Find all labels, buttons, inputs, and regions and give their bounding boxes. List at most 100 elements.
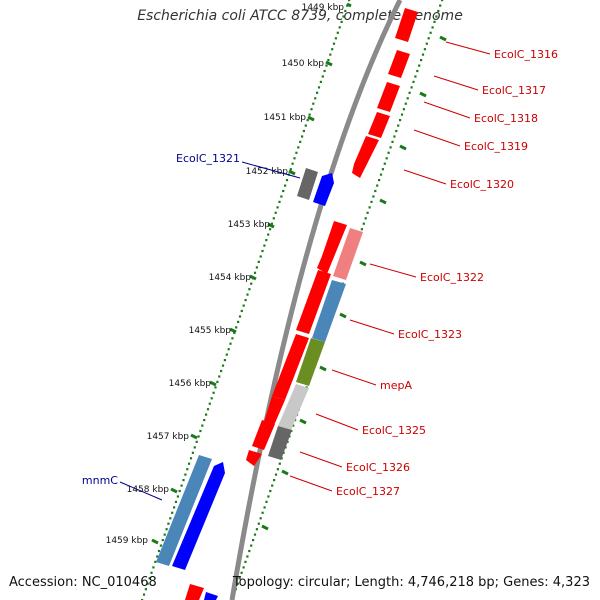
- ring-dot: [221, 364, 225, 367]
- gene-ecolc-1319[interactable]: [368, 112, 390, 138]
- gene-ecolc-1323[interactable]: [312, 280, 346, 342]
- gene-ecolc-1322[interactable]: [333, 228, 363, 280]
- gene-ecolc-1320[interactable]: [352, 136, 379, 178]
- ring-dot: [376, 184, 379, 187]
- ring-dot: [327, 59, 330, 62]
- gene-left-red-4[interactable]: [264, 396, 285, 430]
- tick-label: 1452 kbp: [246, 167, 289, 177]
- ring-dot: [259, 517, 262, 520]
- ring-dot: [342, 15, 345, 18]
- gene-ecolc-1317[interactable]: [388, 50, 410, 78]
- ring-dot: [278, 462, 281, 465]
- gene-label[interactable]: EcolC_1318: [474, 112, 538, 125]
- gene-label[interactable]: EcolC_1326: [346, 461, 410, 474]
- tick-label: 1454 kbp: [209, 273, 252, 283]
- ring-dot: [312, 102, 315, 105]
- leader-lines-forward: [119, 161, 301, 501]
- ring-dot: [235, 326, 238, 329]
- ring-dot: [231, 337, 234, 340]
- ring-dot: [267, 495, 270, 498]
- gene-ecolc-1326[interactable]: [268, 426, 292, 460]
- ring-dot: [366, 211, 369, 214]
- ring-dot: [182, 479, 185, 482]
- ring-dot: [348, 0, 351, 2]
- ring-dot: [302, 129, 305, 133]
- ring-dot: [201, 424, 204, 427]
- ring-dot: [284, 184, 287, 187]
- gene-mnmc[interactable]: [172, 462, 225, 570]
- ring-dot: [289, 168, 292, 171]
- ring-dot: [427, 37, 430, 40]
- ring-dot: [274, 211, 277, 214]
- gene-label[interactable]: EcolC_1317: [482, 84, 546, 97]
- ring-dot: [244, 560, 247, 563]
- ring-dot: [276, 206, 279, 209]
- gene-ecolc-1316[interactable]: [395, 8, 418, 42]
- ring-dot: [178, 489, 181, 493]
- map-title: Escherichia coli ATCC 8739, complete gen…: [137, 8, 463, 24]
- gene-label[interactable]: EcolC_1323: [398, 328, 462, 341]
- ring-dot: [208, 402, 211, 405]
- ring-dot: [374, 189, 377, 193]
- ring-dot: [156, 555, 159, 558]
- ring-dot: [425, 42, 428, 45]
- ring-dot: [400, 113, 404, 116]
- gene-label[interactable]: EcolC_1325: [362, 424, 426, 437]
- gene-label[interactable]: EcolC_1320: [450, 178, 514, 191]
- tick-label: 1459 kbp: [106, 536, 149, 546]
- ring-dot: [146, 582, 149, 585]
- ring-dot: [332, 42, 336, 45]
- gene-mnmc-steel[interactable]: [156, 455, 212, 566]
- ring-dot: [244, 299, 247, 302]
- ring-dot: [381, 168, 384, 171]
- tick-label: 1449 kbp: [302, 3, 345, 13]
- gene-label[interactable]: EcolC_1327: [336, 485, 400, 498]
- ring-dot: [237, 320, 240, 323]
- gene-bottom-blue[interactable]: [204, 592, 218, 600]
- ring-dot: [423, 48, 426, 51]
- ring-dot: [163, 533, 166, 536]
- ring-dot: [253, 271, 257, 274]
- ring-dot: [379, 173, 383, 176]
- gene-ecolc-1321[interactable]: [313, 173, 334, 206]
- ring-dot: [321, 75, 324, 78]
- gene-left-red-5[interactable]: [252, 420, 275, 450]
- ring-dot: [310, 108, 313, 111]
- ring-dot: [297, 146, 300, 149]
- gene-left-red-3[interactable]: [272, 334, 309, 400]
- gene-ecolc-1318[interactable]: [377, 82, 400, 112]
- gene-label[interactable]: mepA: [380, 379, 412, 392]
- ring-dot: [282, 189, 285, 193]
- reverse-gene-labels: EcolC_1316 EcolC_1317 EcolC_1318 EcolC_1…: [336, 48, 558, 498]
- ring-dot: [292, 424, 295, 427]
- ring-dot: [393, 135, 396, 138]
- gene-left-red-1[interactable]: [317, 221, 347, 274]
- ring-dot: [325, 64, 328, 67]
- ring-dot: [154, 560, 157, 563]
- ring-dot: [306, 119, 309, 122]
- gene-bottom-red[interactable]: [185, 584, 204, 600]
- gene-ecolc-1325[interactable]: [278, 384, 309, 430]
- gene-label[interactable]: mnmC: [82, 474, 118, 487]
- reverse-genes: [246, 8, 418, 466]
- ring-dot: [214, 386, 217, 389]
- gene-label[interactable]: EcolC_1319: [464, 140, 528, 153]
- ring-dot: [314, 97, 317, 100]
- gene-ecolc-1321-gray[interactable]: [297, 168, 318, 200]
- gene-label[interactable]: EcolC_1322: [420, 271, 484, 284]
- ring-dot: [280, 195, 283, 198]
- tick-label: 1457 kbp: [147, 432, 190, 442]
- ring-dot: [191, 451, 194, 454]
- genome-backbone: [229, 0, 403, 600]
- gene-label[interactable]: EcolC_1316: [494, 48, 558, 61]
- gene-ecolc-1327[interactable]: [246, 450, 262, 466]
- ring-dot: [206, 408, 210, 411]
- ring-dot: [397, 124, 400, 127]
- ring-dot: [414, 75, 417, 78]
- ring-dot: [173, 506, 176, 509]
- gene-label[interactable]: EcolC_1321: [176, 152, 240, 165]
- ring-dot: [295, 151, 298, 154]
- gene-left-red-2[interactable]: [296, 270, 331, 334]
- gene-mepa[interactable]: [296, 338, 325, 386]
- ring-dot: [274, 473, 278, 476]
